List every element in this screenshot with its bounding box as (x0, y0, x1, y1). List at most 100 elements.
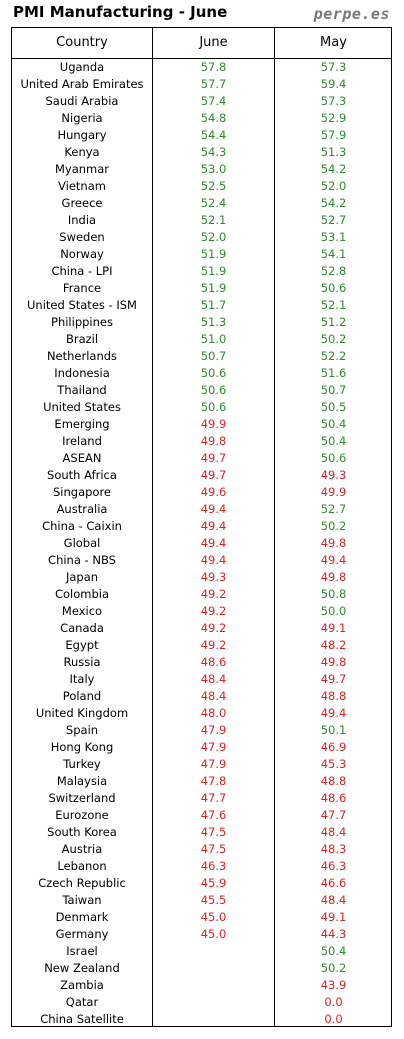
table-row: Sweden 52.0 53.1 (12, 229, 391, 246)
june-cell: 48.4 (200, 672, 227, 686)
country-cell: Philippines (51, 315, 113, 329)
column-divider-1 (152, 28, 153, 1026)
table-row: United States - ISM 51.7 52.1 (12, 297, 391, 314)
table-row: France 51.9 50.6 (12, 280, 391, 297)
country-cell: Canada (60, 621, 104, 635)
june-cell: 54.3 (200, 145, 227, 159)
may-cell: 51.3 (320, 145, 347, 159)
country-cell: Austria (61, 842, 103, 856)
country-cell: Denmark (55, 910, 109, 924)
june-cell: 49.2 (200, 638, 227, 652)
may-cell: 49.8 (320, 536, 347, 550)
table-row: China - Caixin 49.4 50.2 (12, 518, 391, 535)
table-row: New Zealand 50.2 (12, 960, 391, 977)
country-cell: Lebanon (57, 859, 107, 873)
country-cell: Saudi Arabia (45, 94, 119, 108)
may-cell: 53.1 (320, 230, 347, 244)
may-cell: 0.0 (324, 1012, 343, 1026)
june-cell: 57.7 (200, 77, 227, 91)
country-cell: Switzerland (48, 791, 116, 805)
country-cell: Nigeria (61, 111, 103, 125)
june-cell: 53.0 (200, 162, 227, 176)
country-cell: Singapore (52, 485, 112, 499)
table-row: Czech Republic 45.9 46.6 (12, 875, 391, 892)
may-cell: 49.1 (320, 910, 347, 924)
may-cell: 57.3 (320, 94, 347, 108)
country-cell: Myanmar (54, 162, 110, 176)
table-row: Norway 51.9 54.1 (12, 246, 391, 263)
table-row: Brazil 51.0 50.2 (12, 331, 391, 348)
country-cell: Zambia (60, 978, 104, 992)
june-cell: 52.4 (200, 196, 227, 210)
country-cell: Malaysia (56, 774, 108, 788)
may-cell: 49.4 (320, 553, 347, 567)
june-cell (153, 960, 274, 977)
table-row: China - LPI 51.9 52.8 (12, 263, 391, 280)
may-cell: 50.0 (320, 604, 347, 618)
table-row: Uganda 57.8 57.3 (12, 59, 391, 76)
country-cell: China Satellite (40, 1012, 124, 1026)
table-row: Hong Kong 47.9 46.9 (12, 739, 391, 756)
june-cell (153, 994, 274, 1011)
table-row: Israel 50.4 (12, 943, 391, 960)
country-cell: Colombia (54, 587, 110, 601)
june-cell: 45.0 (200, 927, 227, 941)
june-cell: 47.9 (200, 740, 227, 754)
header-country: Country (56, 35, 108, 50)
table-row: Singapore 49.6 49.9 (12, 484, 391, 501)
table-row: Russia 48.6 49.8 (12, 654, 391, 671)
chart-title: PMI Manufacturing - June (13, 3, 228, 21)
may-cell: 49.9 (320, 485, 347, 499)
june-cell: 50.6 (200, 383, 227, 397)
country-cell: Greece (61, 196, 103, 210)
table-row: Thailand 50.6 50.7 (12, 382, 391, 399)
june-cell: 48.4 (200, 689, 227, 703)
table-row: Greece 52.4 54.2 (12, 195, 391, 212)
june-cell: 49.7 (200, 468, 227, 482)
may-cell: 50.2 (320, 332, 347, 346)
table-row: Myanmar 53.0 54.2 (12, 161, 391, 178)
table-row: Australia 49.4 52.7 (12, 501, 391, 518)
may-cell: 50.6 (320, 281, 347, 295)
june-cell: 50.7 (200, 349, 227, 363)
country-cell: Poland (62, 689, 102, 703)
june-cell: 51.0 (200, 332, 227, 346)
country-cell: China - LPI (51, 264, 113, 278)
table-row: Saudi Arabia 57.4 57.3 (12, 93, 391, 110)
table-row: China - NBS 49.4 49.4 (12, 552, 391, 569)
table-row: China Satellite 0.0 (12, 1011, 391, 1028)
table-row: Taiwan 45.5 48.4 (12, 892, 391, 909)
may-cell: 46.6 (320, 876, 347, 890)
table-row: Colombia 49.2 50.8 (12, 586, 391, 603)
june-cell: 46.3 (200, 859, 227, 873)
table-row: Netherlands 50.7 52.2 (12, 348, 391, 365)
june-cell: 49.4 (200, 536, 227, 550)
june-cell: 49.4 (200, 553, 227, 567)
june-cell: 51.9 (200, 247, 227, 261)
table-row: Vietnam 52.5 52.0 (12, 178, 391, 195)
june-cell: 49.2 (200, 604, 227, 618)
table-row: Poland 48.4 48.8 (12, 688, 391, 705)
may-cell: 50.2 (320, 519, 347, 533)
may-cell: 48.4 (320, 825, 347, 839)
june-cell (153, 943, 274, 960)
country-cell: Uganda (59, 60, 105, 74)
table-row: South Africa 49.7 49.3 (12, 467, 391, 484)
country-cell: Thailand (57, 383, 107, 397)
country-cell: United States (43, 400, 121, 414)
may-cell: 50.2 (320, 961, 347, 975)
june-cell: 49.6 (200, 485, 227, 499)
country-cell: Hong Kong (50, 740, 114, 754)
may-cell: 50.5 (320, 400, 347, 414)
country-cell: ASEAN (62, 451, 102, 465)
country-cell: Egypt (65, 638, 99, 652)
may-cell: 47.7 (320, 808, 347, 822)
june-cell: 47.9 (200, 723, 227, 737)
table-row: Malaysia 47.8 48.8 (12, 773, 391, 790)
table-row: Nigeria 54.8 52.9 (12, 110, 391, 127)
may-cell: 43.9 (320, 978, 347, 992)
may-cell: 54.1 (320, 247, 347, 261)
may-cell: 49.4 (320, 706, 347, 720)
country-cell: Netherlands (46, 349, 118, 363)
june-cell: 48.6 (200, 655, 227, 669)
